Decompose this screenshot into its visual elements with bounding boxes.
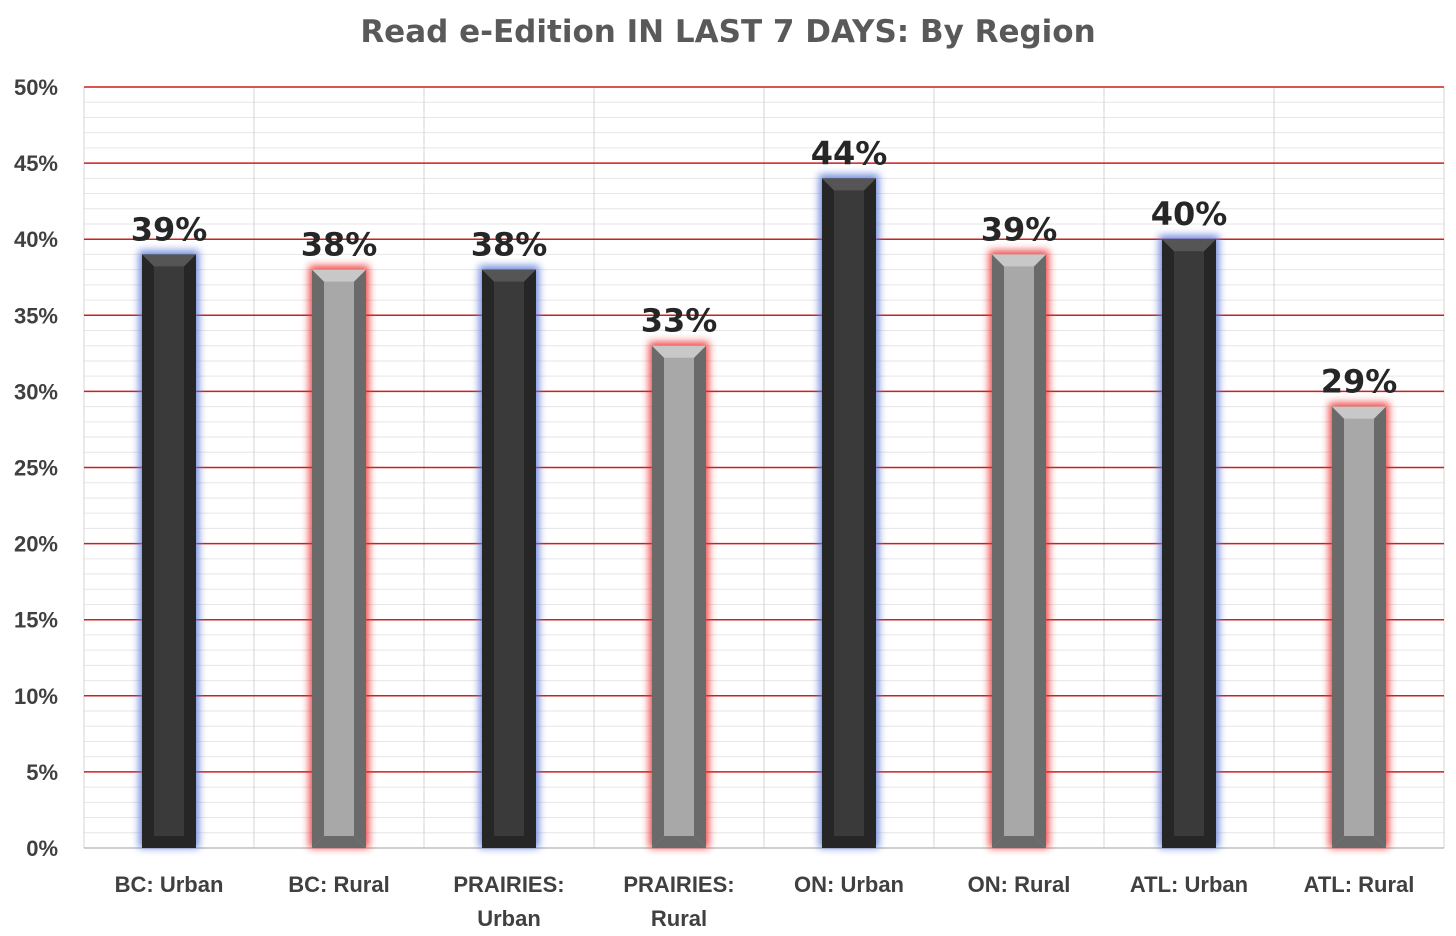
bar-bevel-right	[694, 345, 706, 848]
x-category-label: ON: Urban	[794, 872, 904, 897]
x-category-label: PRAIRIES:	[453, 872, 564, 897]
bar-bevel-top	[652, 345, 706, 358]
bar-bevel-right	[354, 269, 366, 848]
y-tick-label: 10%	[14, 684, 58, 709]
bar-bevel-right	[1034, 254, 1046, 849]
bar-bevel-bottom	[312, 836, 366, 848]
y-tick-label: 50%	[14, 75, 58, 100]
y-tick-label: 30%	[14, 379, 58, 404]
bar-bevel-top	[1332, 406, 1386, 419]
bar-6	[989, 250, 1049, 849]
bar-bevel-left	[822, 178, 834, 848]
y-tick-label: 5%	[26, 760, 58, 785]
x-category-label: ATL: Urban	[1130, 872, 1248, 897]
data-label: 39%	[131, 210, 208, 248]
data-label: 44%	[811, 134, 888, 172]
y-tick-label: 35%	[14, 303, 58, 328]
y-tick-label: 40%	[14, 227, 58, 252]
data-label: 29%	[1321, 363, 1398, 401]
bar-bevel-top	[822, 178, 876, 191]
bar-bevel-left	[312, 269, 324, 848]
data-label: 33%	[641, 302, 718, 340]
x-category-label: PRAIRIES:	[623, 872, 734, 897]
data-label: 38%	[301, 226, 378, 264]
y-axis: 0% 5% 10% 15% 20% 25% 30% 35% 40% 45% 50%	[14, 75, 58, 861]
y-tick-label: 25%	[14, 456, 58, 481]
x-category-label: ON: Rural	[968, 872, 1071, 897]
bar-bevel-bottom	[822, 836, 876, 848]
bar-bevel-right	[184, 254, 196, 849]
x-category-label: Rural	[651, 906, 707, 931]
bar-bevel-right	[1374, 406, 1386, 848]
x-category-label: ATL: Rural	[1304, 872, 1415, 897]
bar-bevel-top	[482, 269, 536, 282]
bar-7	[1159, 235, 1219, 848]
bar-5	[819, 174, 879, 848]
bar-bevel-left	[1332, 406, 1344, 848]
bar-bevel-right	[1204, 239, 1216, 848]
y-tick-label: 45%	[14, 151, 58, 176]
bar-3	[479, 265, 539, 848]
bar-bevel-bottom	[1162, 836, 1216, 848]
bar-bevel-left	[482, 269, 494, 848]
bar-4	[649, 341, 709, 848]
bar-8	[1329, 402, 1389, 848]
bar-bevel-top	[1162, 239, 1216, 252]
bar-1	[139, 250, 199, 849]
bar-bevel-bottom	[652, 836, 706, 848]
y-tick-label: 15%	[14, 608, 58, 633]
bar-bevel-bottom	[482, 836, 536, 848]
chart-title: Read e-Edition IN LAST 7 DAYS: By Region	[360, 14, 1096, 50]
bar-bevel-left	[142, 254, 154, 849]
bar-bevel-right	[524, 269, 536, 848]
bar-bevel-left	[992, 254, 1004, 849]
bar-bevel-top	[992, 254, 1046, 267]
y-tick-label: 0%	[26, 836, 58, 861]
bar-bevel-bottom	[142, 836, 196, 848]
x-category-label: Urban	[477, 906, 541, 931]
data-label: 39%	[981, 210, 1058, 248]
bar-bevel-right	[864, 178, 876, 848]
x-category-label: BC: Rural	[288, 872, 389, 897]
bar-bevel-top	[142, 254, 196, 267]
y-tick-label: 20%	[14, 532, 58, 557]
data-label: 38%	[471, 226, 548, 264]
x-axis: BC: Urban BC: Rural PRAIRIES: Urban PRAIRIES…	[115, 872, 1415, 931]
data-labels: 39% 38% 38% 33% 44% 39% 40% 29%	[131, 134, 1398, 400]
bar-bevel-top	[312, 269, 366, 282]
bars	[139, 174, 1389, 849]
gridlines	[83, 86, 1445, 849]
bar-2	[309, 265, 369, 848]
bar-bevel-bottom	[992, 836, 1046, 848]
bar-bevel-left	[1162, 239, 1174, 848]
x-category-label: BC: Urban	[115, 872, 224, 897]
bar-bevel-bottom	[1332, 836, 1386, 848]
bar-bevel-left	[652, 345, 664, 848]
data-label: 40%	[1151, 195, 1228, 233]
